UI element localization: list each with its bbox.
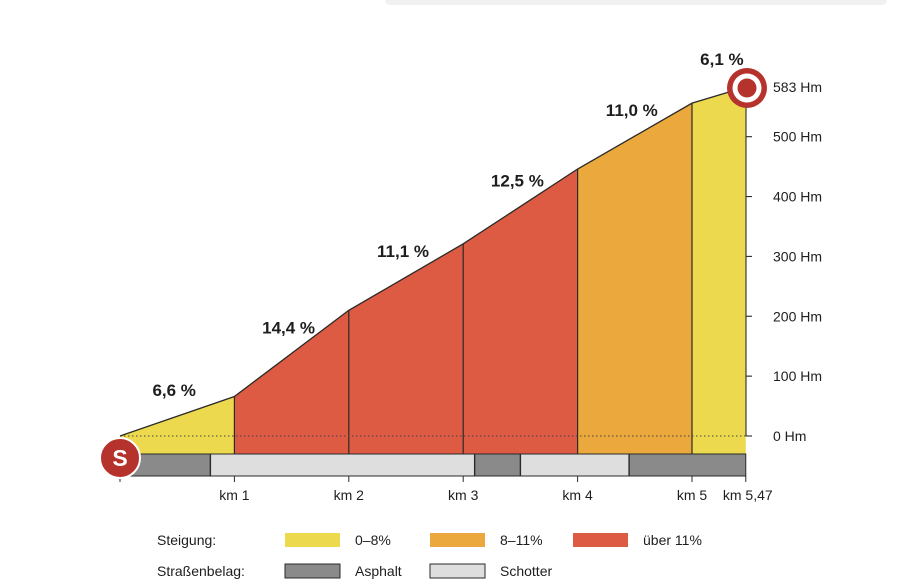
legend-label-low: 0–8% (355, 532, 391, 548)
gradient-label-5: 11,0 % (606, 101, 658, 120)
x-tick-label: km 4 (562, 487, 593, 503)
start-marker-letter: S (112, 445, 127, 471)
legend-swatch-asphalt (284, 563, 341, 579)
legend: Steigung: 0–8% 8–11% über 11% Straßenbelag: A… (157, 532, 702, 579)
surface-asphalt-5 (629, 454, 746, 476)
y-tick-label: 200 Hm (773, 308, 822, 324)
legend-gradient-title: Steigung: (157, 532, 216, 548)
x-tick-label: km 1 (219, 487, 250, 503)
segment-fill-2 (234, 310, 349, 454)
y-tick-label: 0 Hm (773, 428, 806, 444)
gradient-label-6: 6,1 % (700, 50, 743, 69)
gradient-label-1: 6,6 % (152, 381, 195, 400)
x-tick-label: km 3 (448, 487, 479, 503)
legend-swatch-low (285, 533, 340, 547)
gradient-label-2: 14,4 % (262, 318, 315, 337)
y-tick-label: 300 Hm (773, 248, 822, 264)
surface-asphalt-3 (474, 454, 521, 476)
surface-bar (119, 453, 747, 477)
markers: S (99, 68, 767, 479)
gradient-label-4: 12,5 % (491, 171, 544, 190)
legend-label-high: über 11% (643, 532, 702, 548)
legend-surface-title: Straßenbelag: (157, 563, 245, 579)
legend-label-asphalt: Asphalt (355, 563, 402, 579)
y-tick-label: 400 Hm (773, 189, 822, 205)
surface-gravel-2 (210, 454, 475, 476)
x-tick-label: km 5 (677, 487, 708, 503)
legend-swatch-gravel (429, 563, 486, 579)
segment-fill-1 (120, 396, 235, 454)
y-tick-label: 500 Hm (773, 129, 822, 145)
x-axis: km 1 km 2 km 3 km 4 km 5 km 5,47 (119, 476, 773, 503)
finish-marker-dot (737, 78, 757, 98)
gradient-labels: 6,6 % 14,4 % 11,1 % 12,5 % 11,0 % 6,1 % (152, 50, 743, 400)
segment-fill-5 (577, 103, 692, 454)
profile-line (119, 86, 746, 437)
legend-label-mid: 8–11% (500, 532, 543, 548)
y-tick-label: 100 Hm (773, 368, 822, 384)
surface-asphalt-1 (120, 454, 211, 476)
segment-dividers (233, 103, 693, 476)
segment-fills (120, 87, 746, 454)
segment-fill-4 (463, 169, 578, 454)
segment-fill-3 (348, 243, 464, 454)
legend-swatch-high (573, 533, 628, 547)
surface-dividers (209, 454, 630, 476)
surface-gravel-4 (520, 454, 630, 476)
gradient-label-3: 11,1 % (377, 242, 429, 261)
legend-swatch-mid (430, 533, 485, 547)
segment-fill-6 (692, 87, 746, 454)
start-marker (99, 437, 141, 479)
x-tick-label: km 5,47 (723, 487, 773, 503)
legend-label-gravel: Schotter (500, 563, 552, 579)
top-decor-strip (385, 0, 887, 5)
x-tick-label: km 2 (334, 487, 365, 503)
y-axis: 0 Hm 100 Hm 200 Hm 300 Hm 400 Hm 500 Hm 583 Hm (745, 79, 822, 444)
y-tick-label: 583 Hm (773, 79, 822, 95)
